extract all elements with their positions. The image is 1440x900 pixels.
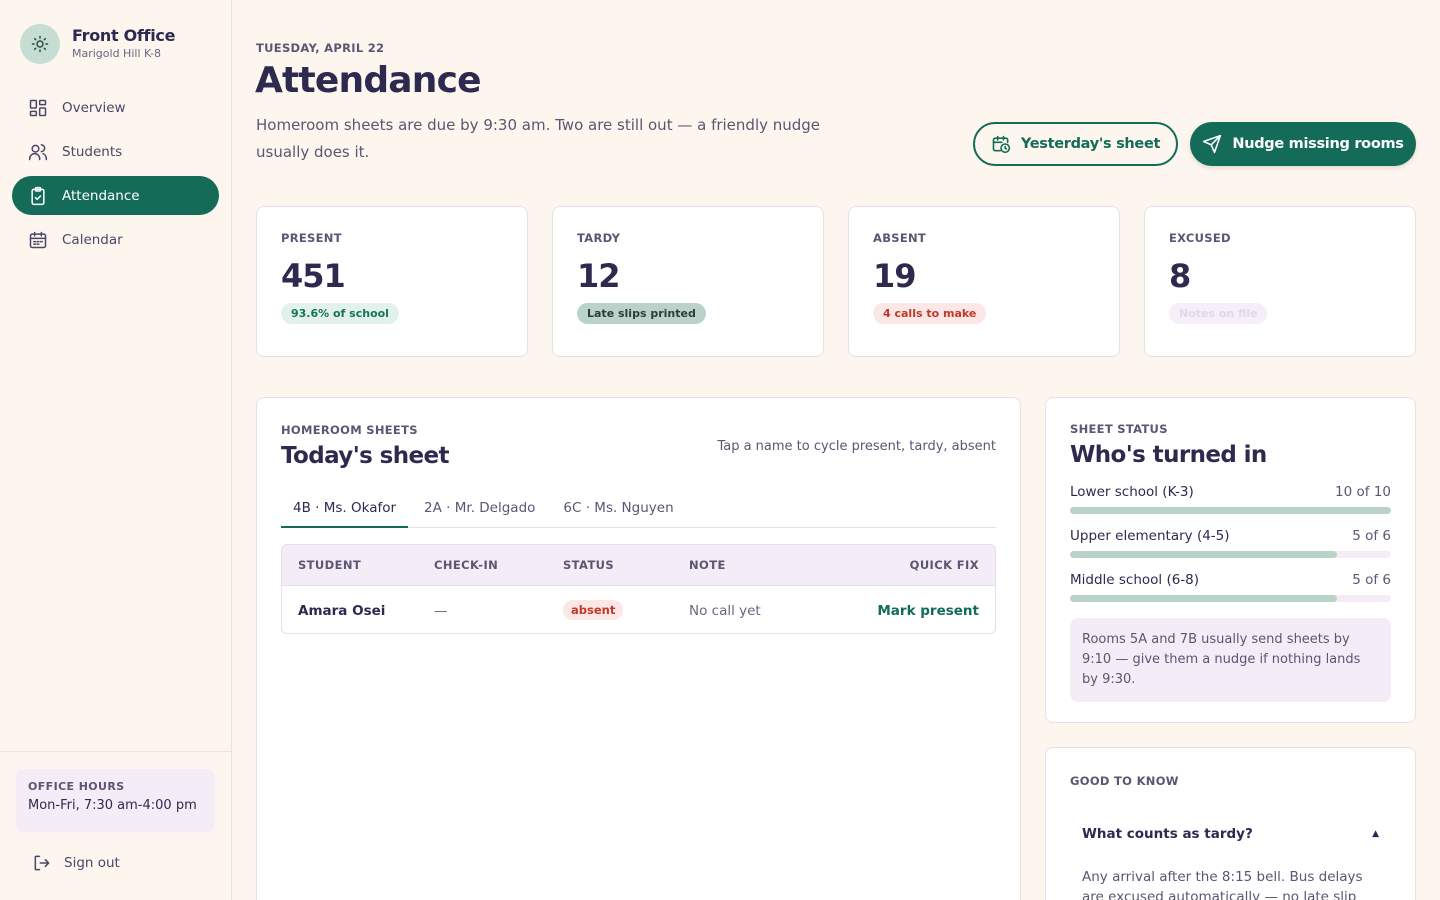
progress-bar [1070,595,1391,602]
sidebar-item-label: Overview [62,99,126,116]
nudge-missing-rooms-label: Nudge missing rooms [1232,136,1404,152]
stat-label: ABSENT [873,231,927,245]
faq-question-toggle[interactable]: What counts as tardy? ▲ [1070,826,1391,842]
brand-title: Front Office [72,26,176,45]
progress-label: Middle school (6-8) [1070,572,1200,588]
brand-subtitle: Marigold Hill K-8 [72,47,162,60]
sign-out-label: Sign out [64,855,120,871]
yesterdays-sheet-label: Yesterday's sheet [1020,136,1161,152]
stat-value: 19 [873,257,917,295]
tab-4b-okafor[interactable]: 4B · Ms. Okafor [281,490,409,528]
sun-icon [20,24,60,64]
stat-chip: Late slips printed [577,303,706,324]
progress-value: 5 of 6 [1352,572,1391,588]
stat-chip: 93.6% of school [281,303,399,324]
progress-label: Upper elementary (4-5) [1070,528,1230,544]
table-row: Amara Osei — absent No call yet Mark pre… [282,586,995,633]
stat-value: 8 [1169,257,1191,295]
faq-eyebrow: GOOD TO KNOW [1070,774,1179,788]
page-subtitle: Homeroom sheets are due by 9:30 am. Two … [256,116,821,161]
column-header-status: STATUS [563,558,615,572]
sign-out-icon [34,855,50,871]
progress-fill [1070,507,1391,514]
tab-2a-delgado[interactable]: 2A · Mr. Delgado [424,500,536,516]
status-note: Rooms 5A and 7B usually send sheets by 9… [1070,618,1391,702]
office-hours-label: OFFICE HOURS [28,780,125,793]
progress-label: Lower school (K-3) [1070,484,1194,500]
stat-label: PRESENT [281,231,342,245]
stat-card-excused: EXCUSED 8 Notes on file [1144,206,1416,357]
stat-card-absent: ABSENT 19 4 calls to make [848,206,1120,357]
progress-fill [1070,551,1338,558]
progress-bar [1070,551,1391,558]
progress-bar [1070,507,1391,514]
sidebar: Front Office Marigold Hill K-8 Overview … [0,0,232,900]
stat-card-present: PRESENT 451 93.6% of school [256,206,528,357]
column-header-quick-fix: QUICK FIX [909,558,979,572]
stat-chip: 4 calls to make [873,303,987,324]
homeroom-tabs: 4B · Ms. Okafor 2A · Mr. Delgado 6C · Ms… [281,490,996,528]
column-header-note: NOTE [689,558,726,572]
status-badge[interactable]: absent [563,600,624,620]
faq-question: What counts as tardy? [1082,826,1253,842]
office-hours-value: Mon-Fri, 7:30 am-4:00 pm [28,798,197,813]
sidebar-item-attendance[interactable]: Attendance [12,176,219,215]
student-name[interactable]: Amara Osei [298,603,386,619]
caret-up-icon: ▲ [1372,829,1379,839]
sheet-eyebrow: HOMEROOM SHEETS [281,423,418,437]
sidebar-item-calendar[interactable]: Calendar [12,220,219,259]
mark-present-link[interactable]: Mark present [877,603,979,619]
progress-value: 10 of 10 [1335,484,1391,500]
good-to-know-panel: GOOD TO KNOW What counts as tardy? ▲ Any… [1045,747,1416,900]
stat-value: 451 [281,257,346,295]
sign-out-button[interactable]: Sign out [32,853,120,873]
attendance-table: STUDENT CHECK-IN STATUS NOTE QUICK FIX A… [281,544,996,634]
sidebar-item-label: Attendance [62,187,140,204]
progress-fill [1070,595,1338,602]
stat-value: 12 [577,257,621,295]
sheet-heading: HOMEROOM SHEETS Today's sheet [281,423,450,469]
stat-card-tardy: TARDY 12 Late slips printed [552,206,824,357]
page-date: TUESDAY, APRIL 22 [256,41,385,55]
sheet-status-panel: SHEET STATUS Who's turned in Lower schoo… [1045,397,1416,723]
clipboard-check-icon [31,186,45,205]
homeroom-sheet-panel: HOMEROOM SHEETS Today's sheet Tap a name… [256,397,1021,900]
sidebar-item-overview[interactable]: Overview [12,88,219,127]
sidebar-item-label: Students [62,143,123,160]
sidebar-nav: Overview Students Attendance Calendar [12,88,219,264]
status-title: Who's turned in [1070,442,1267,468]
grid-icon [29,99,47,116]
brand: Front Office Marigold Hill K-8 [20,24,175,64]
nudge-missing-rooms-button[interactable]: Nudge missing rooms [1190,122,1416,166]
progress-middle-school: Middle school (6-8) 5 of 6 [1070,572,1391,602]
calendar-clock-icon [992,135,1010,154]
tab-6c-nguyen[interactable]: 6C · Ms. Nguyen [563,500,674,516]
column-header-check-in: CHECK-IN [434,558,499,572]
yesterdays-sheet-button[interactable]: Yesterday's sheet [973,122,1178,166]
send-icon [1203,134,1222,154]
users-icon [28,143,48,160]
column-header-student: STUDENT [298,558,362,572]
row-note: No call yet [689,603,761,619]
stat-label: TARDY [577,231,621,245]
stat-label: EXCUSED [1169,231,1231,245]
faq-answer: Any arrival after the 8:15 bell. Bus del… [1082,869,1363,900]
check-in-time: — [434,603,448,619]
stat-chip: Notes on file [1169,303,1268,324]
progress-lower-school: Lower school (K-3) 10 of 10 [1070,484,1391,514]
status-eyebrow: SHEET STATUS [1070,422,1168,436]
sidebar-footer: OFFICE HOURS Mon-Fri, 7:30 am-4:00 pm Si… [0,751,231,900]
calendar-icon [29,231,47,248]
sheet-title: Today's sheet [281,443,450,469]
progress-upper-elementary: Upper elementary (4-5) 5 of 6 [1070,528,1391,558]
sidebar-item-students[interactable]: Students [12,132,219,171]
table-header: STUDENT CHECK-IN STATUS NOTE QUICK FIX [282,545,995,586]
progress-value: 5 of 6 [1352,528,1391,544]
office-hours-card: OFFICE HOURS Mon-Fri, 7:30 am-4:00 pm [16,769,215,832]
sidebar-item-label: Calendar [62,231,123,248]
page-title: Attendance [255,60,482,101]
sheet-hint: Tap a name to cycle present, tardy, abse… [717,439,996,454]
